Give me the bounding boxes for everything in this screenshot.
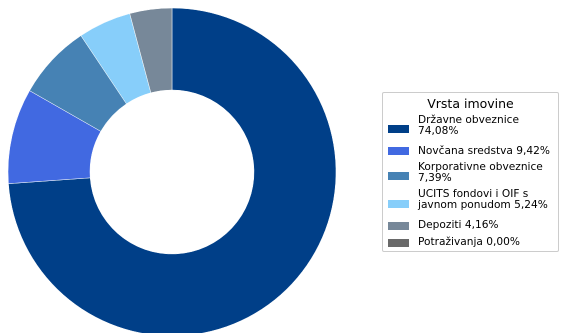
legend-label: Novčana sredstva 9,42% xyxy=(418,145,550,157)
legend-label: UCITS fondovi i OIF s javnom ponudom 5,2… xyxy=(418,188,548,211)
legend-swatch xyxy=(388,172,409,180)
legend-swatch xyxy=(388,239,409,247)
legend-label: Depoziti 4,16% xyxy=(418,219,499,231)
legend-swatch xyxy=(388,147,409,155)
legend-title: Vrsta imovine xyxy=(427,96,514,111)
legend: Vrsta imovine Državne obveznice 74,08% N… xyxy=(382,92,559,252)
donut-slice xyxy=(129,7,173,94)
legend-label: Korporativne obveznice 7,39% xyxy=(418,161,543,184)
donut-slice xyxy=(8,7,337,333)
legend-label: Potraživanja 0,00% xyxy=(418,236,520,248)
legend-label: Državne obveznice 74,08% xyxy=(418,114,519,137)
legend-swatch xyxy=(388,200,409,208)
legend-swatch xyxy=(388,125,409,133)
legend-swatch xyxy=(388,222,409,230)
